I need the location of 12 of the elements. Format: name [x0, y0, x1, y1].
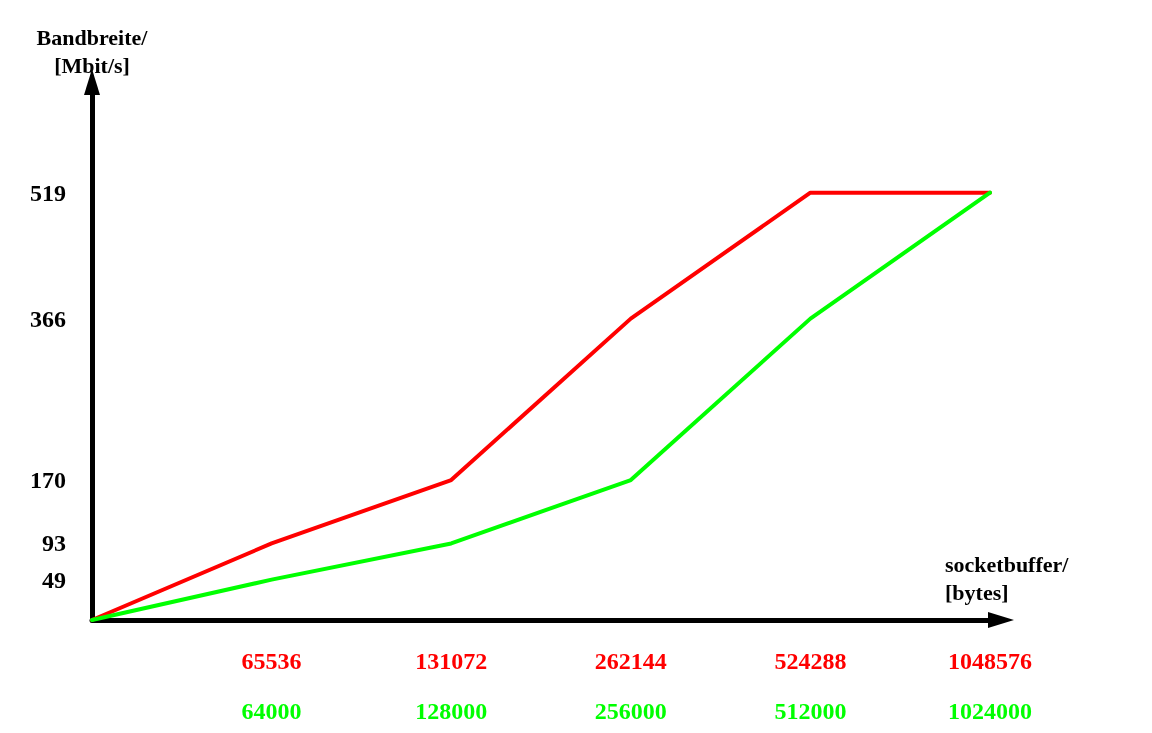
y-tick-label: 366 — [30, 305, 66, 332]
x-tick-label: 65536 64000 — [241, 648, 302, 724]
y-tick-label: 49 — [42, 566, 66, 593]
y-tick-label: 93 — [42, 530, 66, 557]
x-axis-title: socketbuffer/ [bytes] — [945, 551, 1070, 605]
x-tick-label: 131072 128000 — [415, 648, 488, 724]
y-axis-title: Bandbreite/ [Mbit/s] — [36, 24, 149, 78]
x-tick-label: 1048576 1024000 — [948, 648, 1032, 724]
y-tick-label: 519 — [30, 179, 66, 206]
x-tick-label: 262144 256000 — [594, 648, 667, 724]
x-tick-label: 524288 512000 — [774, 648, 847, 724]
y-tick-label: 170 — [30, 467, 66, 494]
